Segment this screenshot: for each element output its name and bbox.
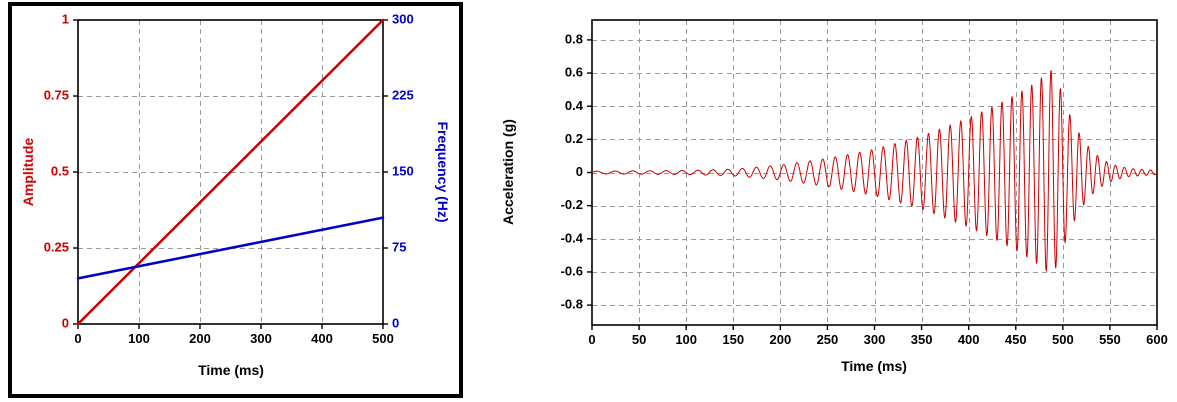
left-chart-x-axis-label: Time (ms) — [198, 362, 264, 378]
amplitude-frequency-chart: Amplitude Frequency (Hz) Time (ms) — [8, 2, 463, 398]
acceleration-waveform-chart-canvas — [492, 0, 1177, 402]
right-chart-x-axis-label: Time (ms) — [841, 358, 907, 374]
left-y-axis-label: Amplitude — [20, 137, 36, 207]
right-y-axis-label: Frequency (Hz) — [435, 121, 451, 223]
acceleration-waveform-chart: Acceleration (g) Time (ms) — [492, 0, 1177, 402]
amplitude-frequency-chart-canvas — [12, 6, 459, 394]
acceleration-y-axis-label: Acceleration (g) — [500, 119, 516, 225]
